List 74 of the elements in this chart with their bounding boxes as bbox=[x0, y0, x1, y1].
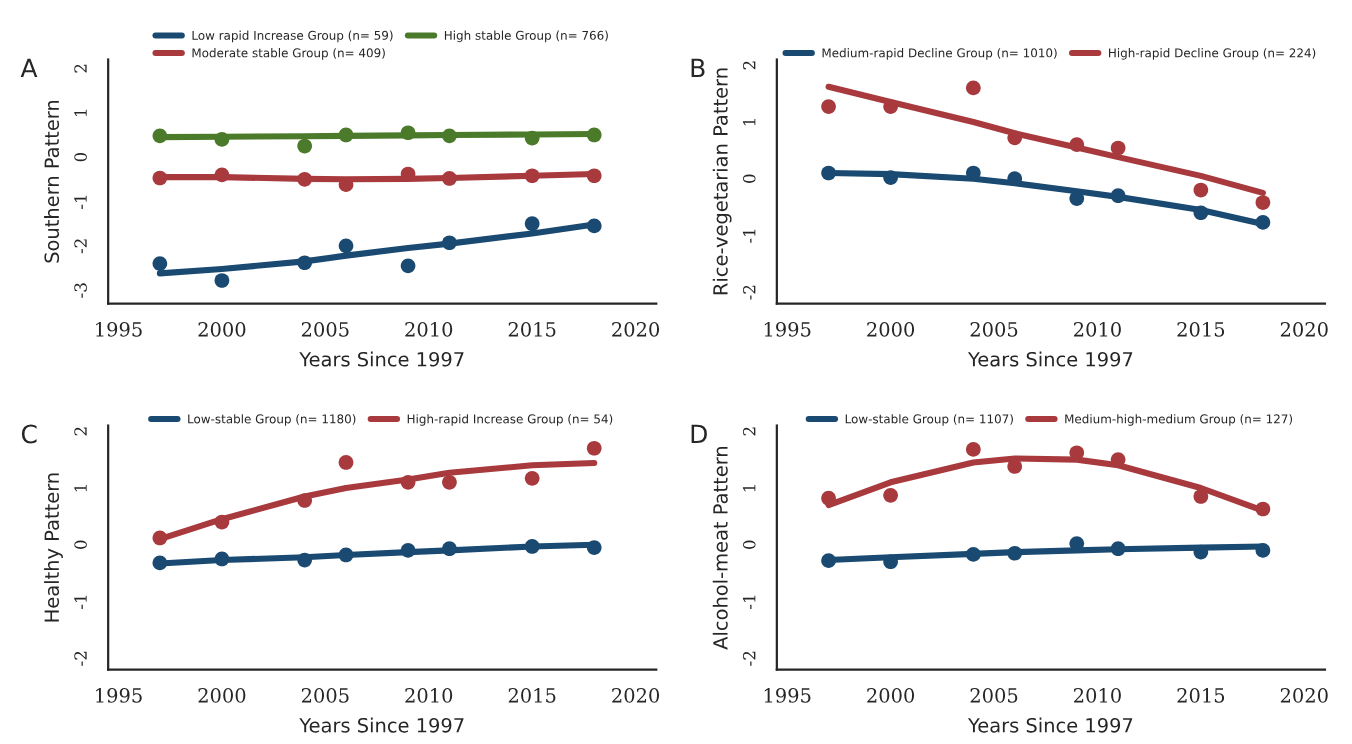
y-axis-title: Rice-vegetarian Pattern bbox=[712, 68, 732, 295]
point bbox=[1255, 195, 1271, 210]
y-tick-label: 1 bbox=[74, 485, 87, 492]
x-axis-title: Years Since 1997 bbox=[299, 717, 464, 733]
x-tick-label: 2020 bbox=[1280, 321, 1328, 337]
x-tick-label: 2010 bbox=[405, 321, 453, 337]
point bbox=[524, 216, 540, 232]
point bbox=[400, 258, 416, 274]
x-tick-label: 2015 bbox=[1177, 688, 1225, 703]
x-tick-label: 2000 bbox=[867, 321, 915, 337]
x-tick-label: 2010 bbox=[1074, 321, 1121, 337]
y-tick-label: 2 bbox=[742, 61, 756, 70]
y-tick-label: 2 bbox=[742, 427, 756, 436]
point bbox=[338, 238, 354, 254]
y-tick-label: 1 bbox=[742, 119, 756, 126]
x-tick-label: 2000 bbox=[198, 688, 246, 703]
y-tick-label: -1 bbox=[742, 229, 756, 243]
point bbox=[586, 440, 602, 456]
point bbox=[883, 488, 898, 503]
y-tick-label: -2 bbox=[742, 285, 756, 300]
point bbox=[297, 138, 312, 154]
x-tick-label: 2020 bbox=[1280, 688, 1328, 703]
y-tick-label: -2 bbox=[74, 239, 87, 254]
point bbox=[966, 442, 981, 457]
chart-title: A bbox=[20, 58, 38, 78]
y-axis-title: Southern Pattern bbox=[44, 100, 60, 263]
x-tick-label: 1995 bbox=[764, 321, 811, 337]
x-tick-label: 2015 bbox=[1177, 321, 1225, 337]
y-tick-label: -2 bbox=[74, 651, 87, 666]
x-tick-label: 2005 bbox=[301, 321, 349, 337]
y-axis-title: Alcohol-meat Pattern bbox=[712, 446, 728, 650]
x-tick-label: 1995 bbox=[96, 688, 142, 703]
x-tick-label: 2005 bbox=[970, 321, 1018, 337]
point bbox=[1193, 182, 1209, 198]
chart-title: B bbox=[691, 58, 705, 78]
x-axis-title: Years Since 1997 bbox=[967, 717, 1133, 733]
x-tick-label: 2015 bbox=[508, 688, 556, 703]
chart-title: C bbox=[21, 424, 37, 444]
x-tick-label: 2020 bbox=[612, 321, 660, 337]
x-tick-label: 2010 bbox=[405, 688, 453, 703]
y-tick-label: -2 bbox=[742, 651, 756, 666]
point bbox=[338, 455, 354, 470]
y-tick-label: 0 bbox=[74, 540, 87, 549]
y-tick-label: -3 bbox=[74, 283, 87, 298]
x-tick-label: 1995 bbox=[764, 688, 811, 703]
x-tick-label: 2000 bbox=[198, 321, 246, 337]
y-tick-label: 0 bbox=[74, 152, 87, 162]
x-tick-label: 1995 bbox=[96, 321, 142, 337]
y-axis-title: Healthy Pattern bbox=[44, 473, 63, 622]
y-tick-label: -1 bbox=[74, 195, 87, 209]
x-tick-label: 2005 bbox=[301, 688, 349, 703]
y-tick-label: 0 bbox=[742, 174, 756, 183]
x-axis-title: Years Since 1997 bbox=[299, 351, 464, 367]
x-tick-label: 2010 bbox=[1074, 688, 1121, 703]
point bbox=[524, 471, 540, 486]
point bbox=[966, 80, 981, 96]
x-tick-label: 2015 bbox=[508, 321, 556, 337]
point bbox=[442, 474, 457, 490]
point bbox=[821, 99, 836, 114]
point bbox=[152, 256, 168, 271]
y-tick-label: -1 bbox=[74, 595, 87, 609]
y-tick-label: 1 bbox=[74, 109, 87, 117]
y-tick-label: 0 bbox=[742, 540, 756, 549]
y-tick-label: -1 bbox=[742, 595, 756, 609]
y-tick-label: 2 bbox=[74, 427, 87, 436]
x-axis-title: Years Since 1997 bbox=[967, 351, 1133, 367]
y-tick-label: 2 bbox=[74, 64, 87, 73]
x-tick-label: 2000 bbox=[867, 688, 915, 703]
x-tick-label: 2020 bbox=[612, 688, 660, 703]
y-tick-label: 1 bbox=[742, 485, 756, 492]
point bbox=[214, 273, 230, 288]
chart-title: D bbox=[691, 424, 707, 444]
x-tick-label: 2005 bbox=[970, 688, 1018, 703]
point bbox=[1110, 140, 1126, 156]
